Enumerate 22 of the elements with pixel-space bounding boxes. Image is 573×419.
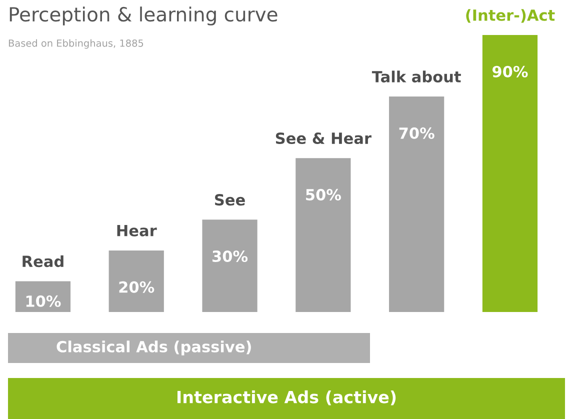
x-tick-label: See & Hear: [276, 132, 372, 144]
bar: [108, 250, 164, 312]
chart-title: Perception & learning curve: [10, 6, 278, 26]
x-tick-label: See: [215, 194, 245, 206]
data-label: 20%: [119, 281, 154, 293]
x-tick-label: (Inter-)Act: [466, 9, 555, 23]
text: Classical Ads (passive): [56, 340, 251, 356]
data-label: 30%: [212, 250, 248, 262]
data-label: 10%: [26, 295, 61, 307]
bar: [15, 281, 71, 312]
bar: [389, 96, 444, 312]
x-tick-label: Read: [22, 255, 64, 268]
data-label: 70%: [399, 127, 434, 139]
chart-subtitle: Based on Ebbinghaus, 1885: [8, 39, 144, 49]
bar: [296, 158, 351, 312]
x-tick-label: Hear: [117, 225, 157, 236]
bar: [202, 220, 258, 312]
data-label: 90%: [492, 66, 528, 78]
bar: [482, 35, 538, 312]
x-tick-label: Talk about: [372, 70, 461, 82]
text: Interactive Ads (active): [177, 390, 396, 406]
data-label: 50%: [306, 188, 341, 200]
